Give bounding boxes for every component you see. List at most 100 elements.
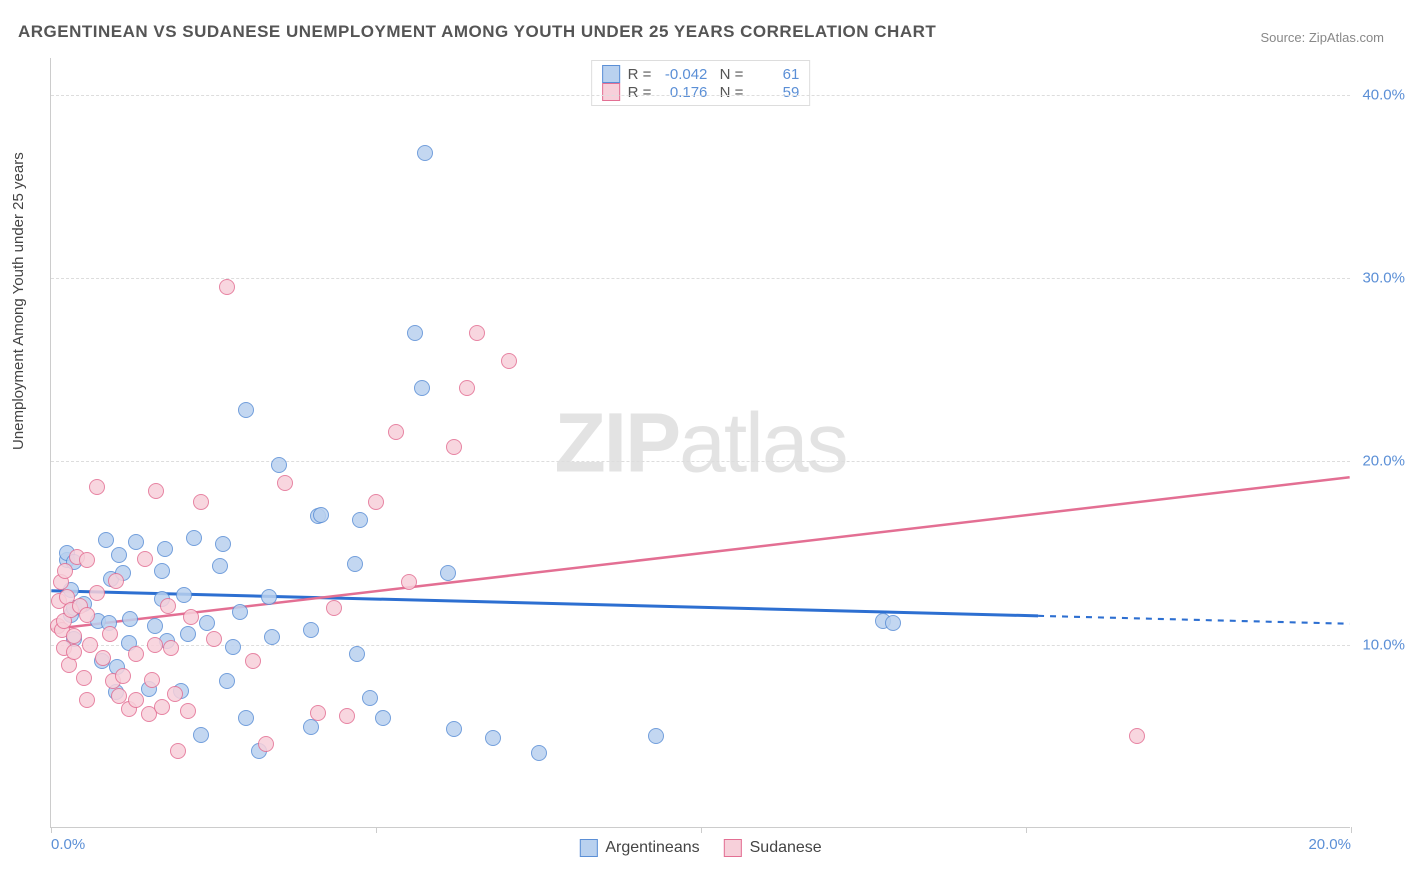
scatter-point [261,589,277,605]
scatter-point [66,628,82,644]
scatter-point [95,650,111,666]
regression-line-dashed [1038,616,1350,624]
stats-n-label: N = [715,84,743,101]
scatter-point [128,534,144,550]
scatter-point [89,479,105,495]
scatter-point [167,686,183,702]
scatter-point [212,558,228,574]
scatter-point [215,536,231,552]
scatter-point [648,728,664,744]
source-attribution: Source: ZipAtlas.com [1260,30,1384,45]
legend-item-sudanese: Sudanese [724,839,822,857]
scatter-point [144,672,160,688]
scatter-point [362,690,378,706]
scatter-point [414,380,430,396]
scatter-point [193,494,209,510]
scatter-point [446,439,462,455]
scatter-point [115,668,131,684]
regression-line-solid [51,591,1038,616]
correlation-stats-legend: R = -0.042 N = 61 R = 0.176 N = 59 [591,60,811,106]
scatter-point [258,736,274,752]
x-tick [701,827,702,833]
scatter-point [102,626,118,642]
stats-r-label: R = [628,84,652,101]
scatter-point [459,380,475,396]
x-tick-label: 0.0% [51,836,85,853]
scatter-point [232,604,248,620]
scatter-point [79,607,95,623]
scatter-point [401,574,417,590]
scatter-point [122,611,138,627]
scatter-point [339,708,355,724]
stats-n-value: 61 [751,66,799,83]
stats-n-label: N = [715,66,743,83]
scatter-point [326,600,342,616]
scatter-point [303,719,319,735]
scatter-point [531,745,547,761]
legend-swatch-sudanese [724,839,742,857]
watermark-bold: ZIP [554,395,679,489]
scatter-point [128,646,144,662]
gridline [51,278,1350,279]
x-tick [1026,827,1027,833]
scatter-point [176,587,192,603]
scatter-point [66,644,82,660]
scatter-point [163,640,179,656]
scatter-point [154,563,170,579]
scatter-point [98,532,114,548]
scatter-point [199,615,215,631]
scatter-point [501,353,517,369]
scatter-point [407,325,423,341]
scatter-point [349,646,365,662]
stats-row: R = 0.176 N = 59 [602,83,800,101]
scatter-point [446,721,462,737]
legend-item-argentineans: Argentineans [579,839,699,857]
scatter-point [352,512,368,528]
scatter-point [108,573,124,589]
scatter-point [206,631,222,647]
scatter-point [1129,728,1145,744]
scatter-point [245,653,261,669]
bottom-legend: Argentineans Sudanese [579,839,821,857]
x-tick-label: 20.0% [1308,836,1351,853]
y-tick-label: 40.0% [1362,86,1405,103]
y-tick-label: 10.0% [1362,636,1405,653]
scatter-point [89,585,105,601]
scatter-point [440,565,456,581]
scatter-point [303,622,319,638]
scatter-point [76,670,92,686]
stats-r-label: R = [628,66,652,83]
scatter-point [137,551,153,567]
watermark: ZIPatlas [554,394,846,491]
stats-row: R = -0.042 N = 61 [602,65,800,83]
scatter-point [82,637,98,653]
scatter-point [148,483,164,499]
x-tick [51,827,52,833]
scatter-point [417,145,433,161]
scatter-point [79,552,95,568]
scatter-point [219,279,235,295]
scatter-point [368,494,384,510]
scatter-point [225,639,241,655]
legend-swatch-argentineans [579,839,597,857]
scatter-point [154,699,170,715]
scatter-point [885,615,901,631]
gridline [51,461,1350,462]
stats-n-value: 59 [751,84,799,101]
legend-swatch-sudanese [602,83,620,101]
scatter-point [180,626,196,642]
scatter-point [170,743,186,759]
legend-label: Sudanese [750,839,822,857]
y-axis-label: Unemployment Among Youth under 25 years [10,152,27,450]
legend-swatch-argentineans [602,65,620,83]
stats-r-value: -0.042 [659,66,707,83]
scatter-point [238,402,254,418]
chart-plot-area: ZIPatlas R = -0.042 N = 61 R = 0.176 N =… [50,58,1350,828]
scatter-point [313,507,329,523]
scatter-point [57,563,73,579]
stats-r-value: 0.176 [659,84,707,101]
scatter-point [219,673,235,689]
scatter-point [79,692,95,708]
legend-label: Argentineans [605,839,699,857]
scatter-point [388,424,404,440]
